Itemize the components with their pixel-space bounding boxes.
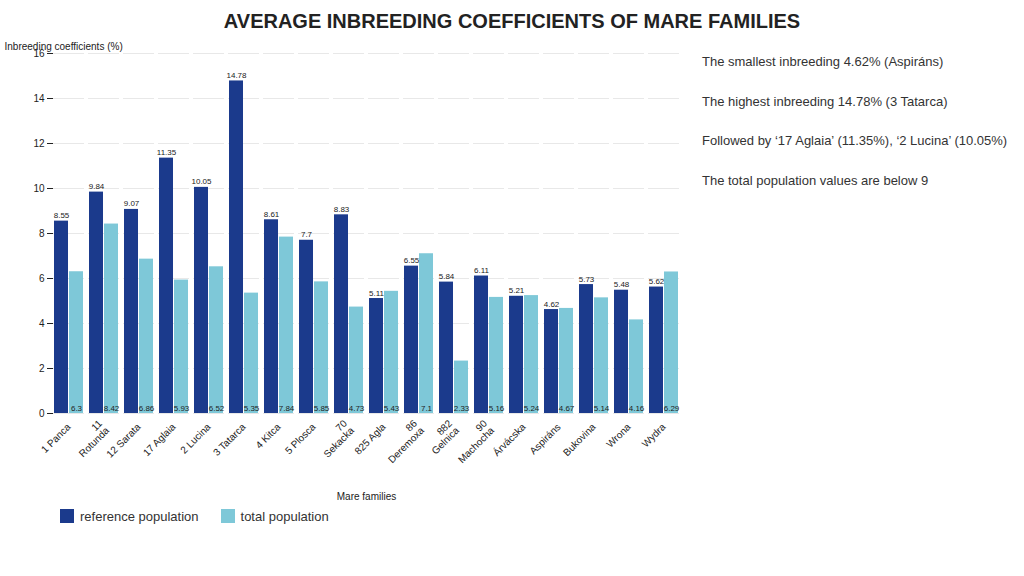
svg-text:5.62: 5.62 (649, 277, 665, 286)
html-text:Rotunda: Rotunda (76, 424, 112, 460)
svg-text:6.55: 6.55 (404, 256, 420, 265)
html-text:reference population: reference population (80, 509, 199, 524)
svg-text:5.21: 5.21 (509, 286, 525, 295)
svg-text:4.62: 4.62 (544, 300, 560, 309)
svg-text:4.73: 4.73 (349, 404, 365, 413)
svg-text:8.83: 8.83 (334, 205, 350, 214)
svg-text:9.84: 9.84 (89, 182, 105, 191)
html-text:The smallest inbreeding 4.62%: The smallest inbreeding 4.62% (Aspiráns) (702, 54, 944, 69)
svg-text:8.42: 8.42 (104, 404, 120, 413)
svg-text:10.05: 10.05 (191, 177, 212, 186)
svg-text:8.55: 8.55 (54, 211, 70, 220)
svg-text:8: 8 (39, 228, 45, 239)
svg-text:5.48: 5.48 (614, 280, 630, 289)
svg-text:5.93: 5.93 (174, 404, 190, 413)
svg-text:2 Lucina: 2 Lucina (178, 421, 213, 456)
svg-text:5.11: 5.11 (369, 289, 385, 298)
svg-text:5.16: 5.16 (489, 404, 505, 413)
html-text:The highest inbreeding 14.78%: The highest inbreeding 14.78% (3 Tatarca… (702, 93, 948, 109)
svg-text:6.29: 6.29 (664, 404, 680, 413)
svg-text:5 Plosca: 5 Plosca (283, 421, 318, 456)
svg-text:4: 4 (39, 318, 45, 329)
svg-text:6.3: 6.3 (71, 404, 83, 413)
html-text:11: 11 (89, 417, 105, 433)
svg-text:10: 10 (33, 183, 45, 194)
svg-text:Bukovina: Bukovina (561, 421, 598, 458)
svg-text:5.43: 5.43 (384, 404, 400, 413)
html-text:AVERAGE INBREEDING COEFFICIENT: AVERAGE INBREEDING COEFFICIENTS OF MARE … (223, 10, 801, 32)
svg-text:14.78: 14.78 (226, 71, 247, 80)
svg-text:5.85: 5.85 (314, 404, 330, 413)
svg-text:0: 0 (39, 408, 45, 419)
svg-text:3 Tatarca: 3 Tatarca (211, 421, 248, 458)
svg-text:7.1: 7.1 (421, 404, 433, 413)
svg-text:9.07: 9.07 (124, 199, 140, 208)
svg-text:6: 6 (39, 273, 45, 284)
svg-text:12: 12 (33, 138, 45, 149)
svg-text:Aspiráns: Aspiráns (527, 421, 562, 456)
svg-text:2: 2 (39, 363, 45, 374)
svg-text:86Deremoxa: 86Deremoxa (379, 417, 427, 465)
svg-text:5.84: 5.84 (439, 272, 455, 281)
svg-text:4.16: 4.16 (629, 404, 645, 413)
svg-text:5.24: 5.24 (524, 404, 540, 413)
svg-text:Mare families: Mare families (337, 491, 396, 502)
svg-text:2.33: 2.33 (454, 404, 470, 413)
svg-text:825 Agla: 825 Agla (352, 421, 388, 457)
svg-text:5.35: 5.35 (244, 404, 260, 413)
svg-text:4.67: 4.67 (559, 404, 575, 413)
svg-text:17 Aglaia: 17 Aglaia (141, 421, 178, 458)
svg-text:6.11: 6.11 (474, 266, 490, 275)
svg-text:14: 14 (33, 93, 45, 104)
svg-text:6.86: 6.86 (139, 404, 155, 413)
svg-text:70Sekacka: 70Sekacka (314, 417, 356, 459)
html-text:The total population values ar: The total population values are below 9 (702, 172, 929, 188)
svg-text:Wrona: Wrona (604, 421, 633, 450)
svg-text:1 Panca: 1 Panca (39, 421, 73, 455)
svg-text:882Gelnica: 882Gelnica (422, 417, 461, 456)
svg-text:Wydra: Wydra (640, 421, 668, 449)
svg-text:12 Sarata: 12 Sarata (104, 421, 143, 460)
svg-text:8.61: 8.61 (264, 210, 280, 219)
svg-text:Árvácska: Árvácska (490, 420, 528, 458)
html-text:total population: total population (240, 509, 329, 524)
svg-text:Inbreeding coefficients (%): Inbreeding coefficients (%) (5, 41, 123, 52)
svg-text:4 Kitca: 4 Kitca (253, 421, 283, 451)
svg-text:7.84: 7.84 (279, 404, 295, 413)
svg-text:7.7: 7.7 (301, 230, 313, 239)
svg-text:16: 16 (33, 47, 45, 59)
svg-text:90Machocha: 90Machocha (449, 417, 497, 465)
svg-text:11.35: 11.35 (157, 148, 177, 157)
svg-text:6.52: 6.52 (209, 404, 225, 413)
html-text:Followed by ‘17 Aglaia’ (11.35: Followed by ‘17 Aglaia’ (11.35%), ‘2 Luc… (702, 133, 1008, 149)
svg-text:5.14: 5.14 (594, 404, 610, 413)
svg-text:5.73: 5.73 (579, 275, 595, 284)
